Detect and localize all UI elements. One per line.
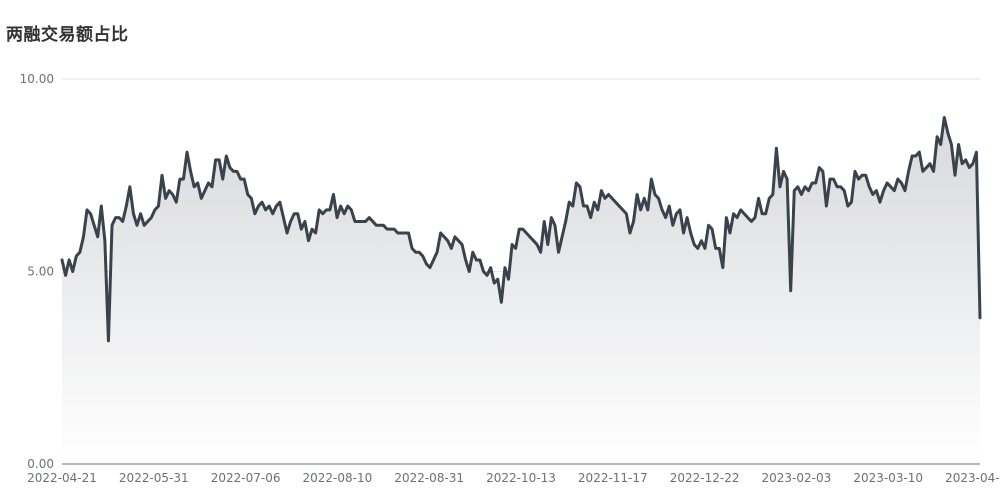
x-tick-label: 2023-04-17 bbox=[945, 471, 1000, 485]
series-line-group bbox=[60, 116, 982, 343]
y-tick-label: 5.00 bbox=[27, 265, 54, 279]
x-tick-label: 2022-11-17 bbox=[578, 471, 648, 485]
x-tick-label: 2022-04-21 bbox=[27, 471, 97, 485]
x-tick-label: 2022-08-10 bbox=[303, 471, 373, 485]
x-tick-label: 2022-12-22 bbox=[670, 471, 740, 485]
y-tick-label: 0.00 bbox=[27, 457, 54, 471]
x-tick-label: 2023-02-03 bbox=[762, 471, 832, 485]
x-tick-label: 2022-07-06 bbox=[211, 471, 281, 485]
x-tick-label: 2022-10-13 bbox=[486, 471, 556, 485]
area-fill-group bbox=[62, 117, 980, 464]
y-tick-label: 10.00 bbox=[20, 72, 54, 86]
chart-title: 两融交易额占比 bbox=[6, 25, 129, 45]
series-area bbox=[62, 117, 980, 464]
x-tick-label: 2022-05-31 bbox=[119, 471, 189, 485]
x-tick-label: 2023-03-10 bbox=[853, 471, 923, 485]
x-tick-label: 2022-08-31 bbox=[394, 471, 464, 485]
x-axis-tick-labels: 2022-04-21 2022-05-31 2022-07-06 2022-08-10… bbox=[27, 471, 1000, 485]
y-axis-tick-labels: 0.00 5.00 10.00 bbox=[20, 72, 54, 471]
series-line bbox=[60, 116, 982, 343]
